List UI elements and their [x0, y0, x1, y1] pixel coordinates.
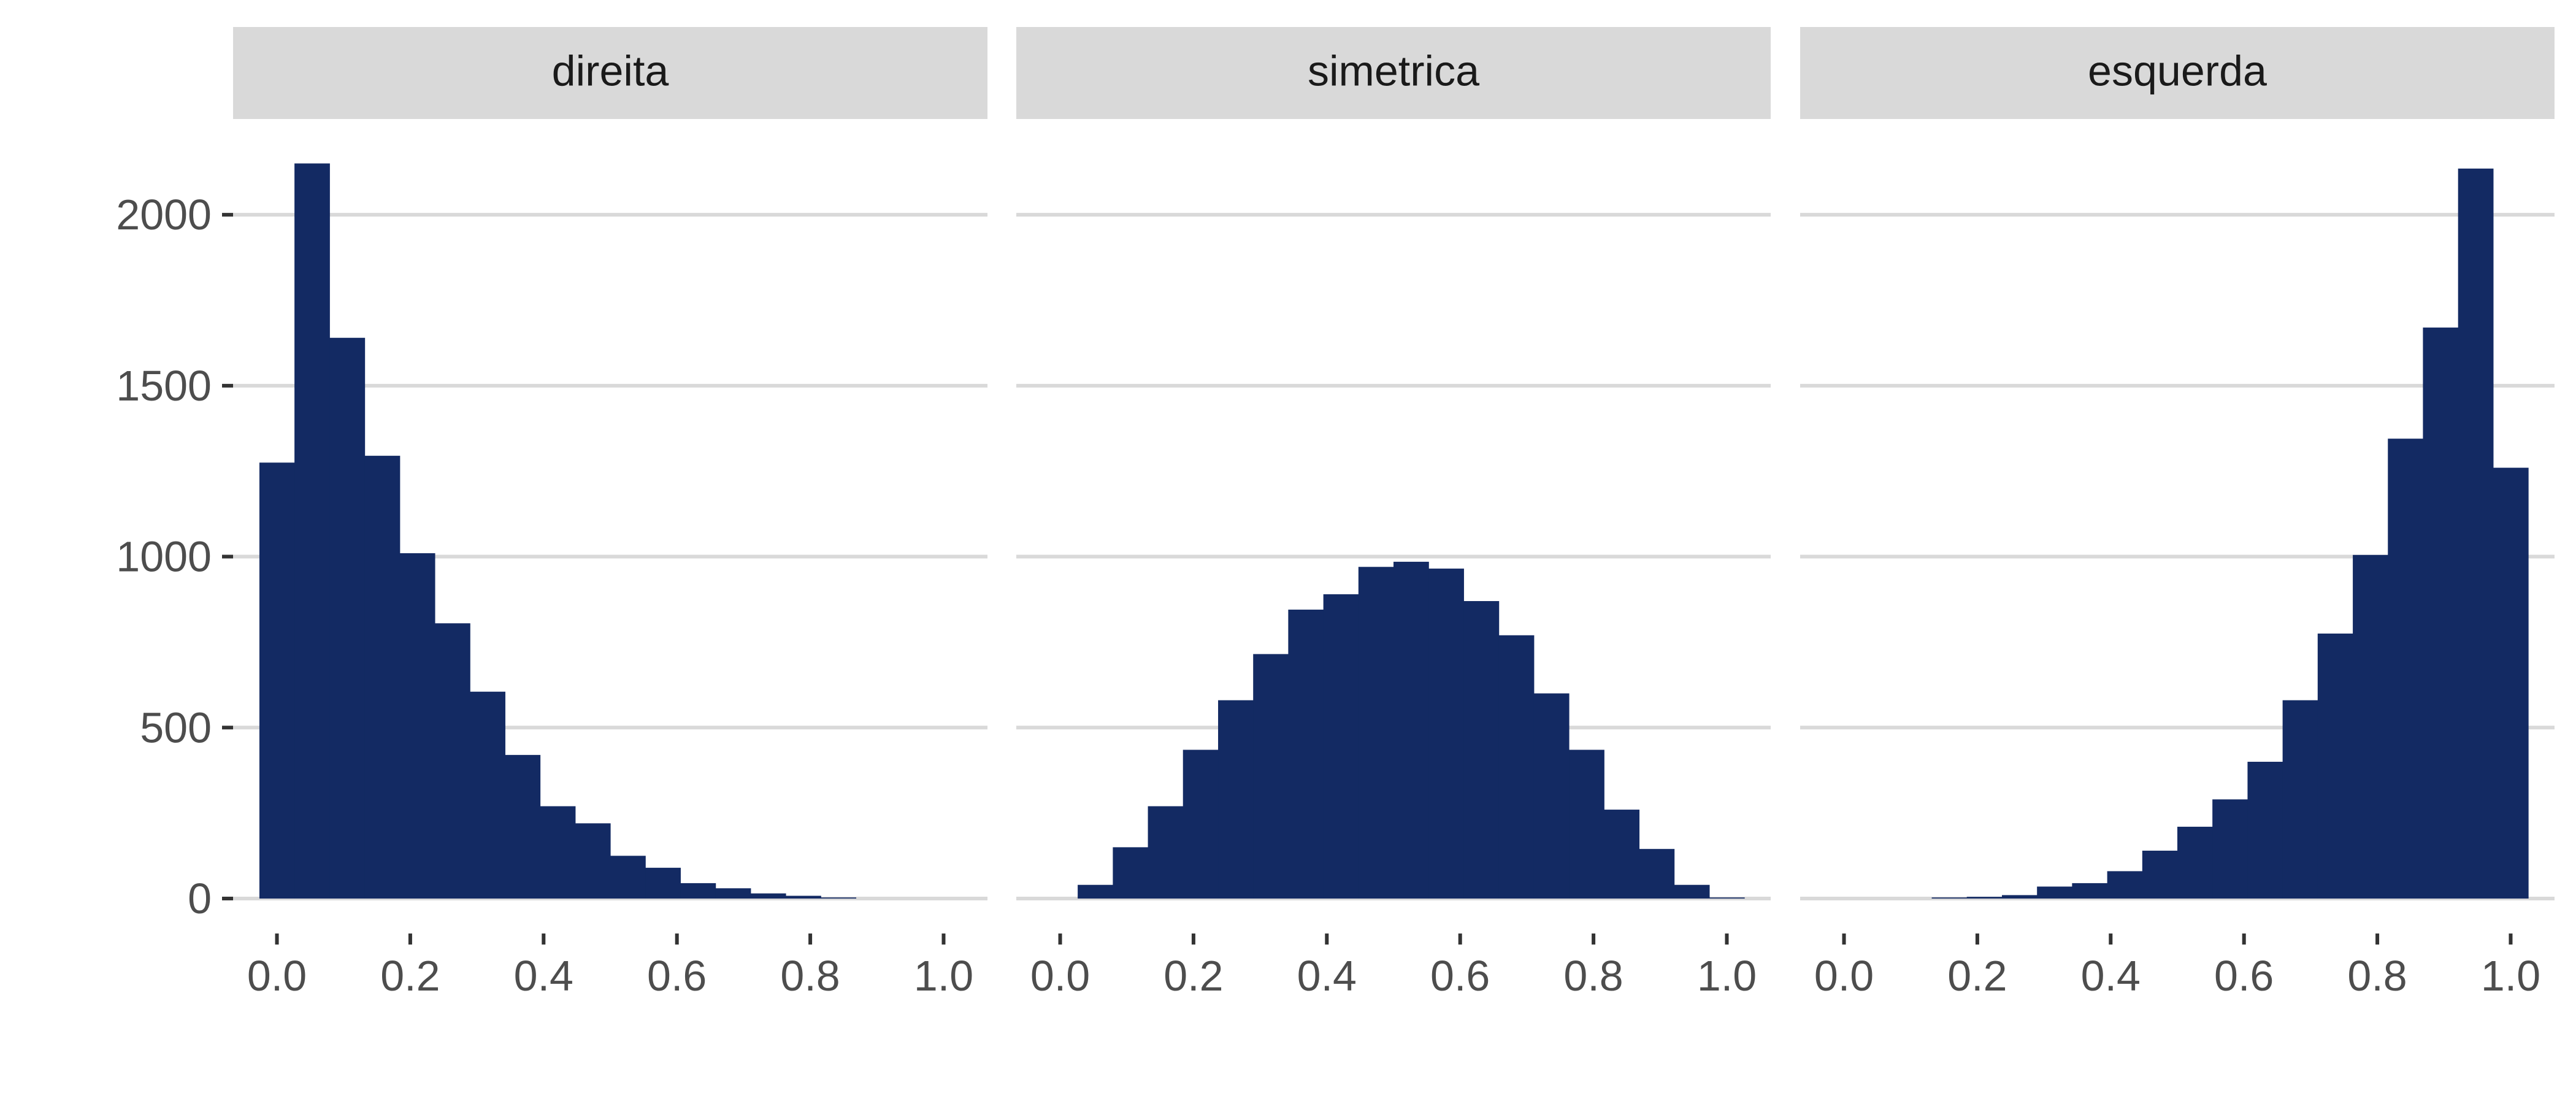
- histogram-bar: [2458, 168, 2494, 899]
- histogram-bar: [821, 897, 857, 899]
- x-tick-label: 0.4: [514, 952, 573, 1000]
- histogram-bar: [1639, 849, 1675, 899]
- histogram-bar: [1218, 700, 1254, 899]
- x-tick-label: 0.2: [1163, 952, 1223, 1000]
- y-tick-label: 1500: [116, 362, 212, 410]
- x-tick-label: 0.6: [647, 952, 707, 1000]
- histogram-bar: [1288, 609, 1324, 899]
- histogram-bar: [680, 883, 716, 899]
- histogram-bar: [1674, 884, 1710, 899]
- facet-strip-background: [233, 27, 987, 119]
- histogram-bar: [1078, 884, 1113, 899]
- histogram-bar: [470, 691, 505, 899]
- y-tick-label: 2000: [116, 191, 212, 239]
- histogram-bar: [645, 867, 681, 899]
- histogram-bar: [1569, 749, 1604, 899]
- histogram-bar: [329, 337, 366, 899]
- histogram-bar: [364, 456, 401, 899]
- x-tick-label: 0.4: [2081, 952, 2141, 1000]
- x-tick-label: 0.6: [2214, 952, 2274, 1000]
- histogram-bar: [259, 462, 295, 899]
- histogram-bar: [505, 754, 541, 899]
- histogram-bar: [2002, 895, 2037, 899]
- histogram-bar: [2212, 799, 2248, 899]
- histogram-bar: [1966, 897, 2003, 899]
- x-tick-label: 0.0: [247, 952, 307, 1000]
- y-tick-label: 1000: [116, 533, 212, 581]
- y-tick-label: 500: [140, 703, 212, 751]
- histogram-bar: [1428, 569, 1464, 899]
- histogram-bar: [2493, 467, 2529, 899]
- histogram-bar: [435, 623, 470, 899]
- facet-strip-background: [1016, 27, 1771, 119]
- histogram-bar: [2353, 554, 2388, 899]
- histogram-bar: [1358, 567, 1394, 899]
- facet-strip-label: esquerda: [2088, 47, 2267, 94]
- histogram-bar: [2037, 886, 2072, 899]
- histogram-bar: [1393, 561, 1429, 899]
- facet-strip-background: [1800, 27, 2555, 119]
- x-tick-label: 0.2: [1947, 952, 2007, 1000]
- facet-strip-label: simetrica: [1308, 47, 1479, 94]
- facet-panel-direita: direita 0.0 0.2 0.4 0.6 0.8 1.0: [233, 27, 987, 1000]
- histogram-bar: [1183, 749, 1219, 899]
- x-tick-label: 0.8: [2347, 952, 2407, 1000]
- histogram-bar: [1533, 693, 1570, 899]
- histogram-bar: [610, 856, 646, 899]
- histogram-bar: [575, 823, 611, 899]
- histogram-bar: [2388, 439, 2424, 899]
- facet-strip-label: direita: [552, 47, 669, 94]
- x-tick-label: 0.2: [380, 952, 440, 1000]
- histogram-bar: [294, 163, 330, 899]
- x-tick-label: 0.8: [1563, 952, 1623, 1000]
- x-tick-label: 1.0: [1697, 952, 1757, 1000]
- histogram-bar: [1148, 806, 1184, 899]
- histogram-bar: [2247, 762, 2283, 899]
- histogram-bar: [1323, 594, 1359, 899]
- histogram-bar: [399, 553, 435, 899]
- histogram-bar: [2423, 328, 2459, 899]
- histogram-bar: [2142, 850, 2178, 899]
- x-tick-label: 0.4: [1297, 952, 1357, 1000]
- histogram-bar: [2107, 871, 2143, 899]
- histogram-bar: [1709, 897, 1745, 899]
- histogram-bar: [1113, 847, 1149, 899]
- histogram-bar: [1931, 897, 1968, 899]
- histogram-bar: [750, 893, 786, 899]
- x-tick-label: 1.0: [2481, 952, 2540, 1000]
- histogram-bar: [786, 895, 821, 899]
- histogram-bar: [1463, 601, 1500, 899]
- histogram-bar: [715, 888, 751, 899]
- histogram-bar: [2177, 826, 2213, 899]
- histogram-bar: [1498, 635, 1535, 899]
- histogram-bar: [2072, 883, 2108, 899]
- y-axis: 0 500 1000 1500 2000: [116, 191, 233, 922]
- histogram-bar: [2282, 700, 2318, 899]
- x-tick-label: 0.8: [780, 952, 840, 1000]
- facet-panel-simetrica: simetrica 0.0 0.2 0.4 0.6 0.8 1.0: [1016, 27, 1771, 1000]
- facet-panel-esquerda: esquerda 0.0 0.2 0.4 0.6 0.8 1.0: [1800, 27, 2555, 1000]
- facet-panels: direita 0.0 0.2 0.4 0.6 0.8 1.0 simetrica 0.0 0.2…: [233, 27, 2555, 1000]
- histogram-bar: [1604, 810, 1640, 899]
- x-tick-label: 0.6: [1430, 952, 1490, 1000]
- x-tick-label: 0.0: [1814, 952, 1874, 1000]
- y-tick-label: 0: [188, 875, 212, 922]
- histogram-bar: [1253, 654, 1289, 899]
- histogram-bar: [2317, 633, 2353, 899]
- x-tick-label: 1.0: [914, 952, 973, 1000]
- histogram-bar: [540, 806, 576, 899]
- x-tick-label: 0.0: [1030, 952, 1090, 1000]
